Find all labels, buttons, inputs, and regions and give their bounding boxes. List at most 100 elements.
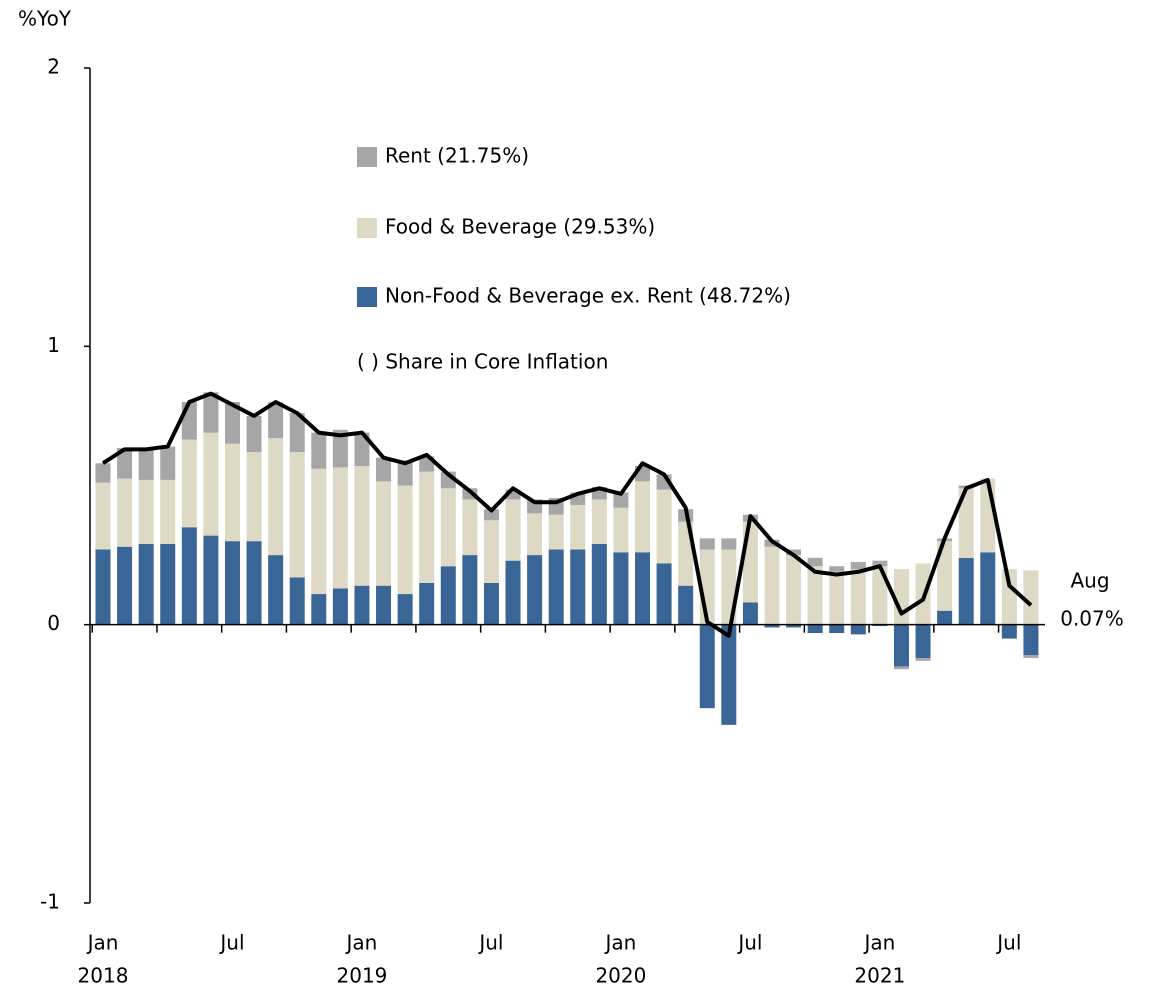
y-tick-label: 1 bbox=[47, 333, 60, 357]
bar-segment bbox=[419, 582, 435, 625]
bar-segment bbox=[893, 624, 909, 667]
bar-segment bbox=[332, 467, 348, 589]
x-tick-label: Jul bbox=[218, 931, 244, 955]
bar-segment bbox=[829, 566, 845, 572]
bar-segment bbox=[268, 402, 284, 439]
bar-segment bbox=[332, 588, 348, 625]
core-inflation-line bbox=[101, 391, 1033, 638]
bar-segment bbox=[117, 478, 133, 547]
x-tick-label: Jul bbox=[995, 931, 1021, 955]
y-tick-label: -1 bbox=[40, 890, 60, 914]
bar-segment bbox=[915, 658, 931, 661]
x-tick-label: Jan bbox=[86, 931, 119, 955]
annotation-value: 0.07% bbox=[1060, 607, 1124, 631]
bar-segment bbox=[117, 546, 133, 625]
bar-segment bbox=[419, 471, 435, 583]
bar-segment bbox=[678, 585, 694, 625]
bar-segment bbox=[786, 555, 802, 625]
bar-segment bbox=[829, 624, 845, 634]
bar-segment bbox=[354, 432, 370, 467]
bar-segment bbox=[246, 541, 262, 625]
bar-segment bbox=[656, 489, 672, 564]
bar-segment bbox=[203, 432, 219, 536]
bar-segment bbox=[224, 402, 240, 444]
bar-segment bbox=[699, 624, 715, 709]
bar-segment bbox=[872, 566, 888, 625]
bar-segment bbox=[850, 624, 866, 635]
x-year-label: 2018 bbox=[78, 964, 129, 988]
bar-segment bbox=[915, 624, 931, 659]
bar-segment bbox=[570, 549, 586, 625]
bar-segment bbox=[721, 624, 737, 725]
bar-segment bbox=[1001, 569, 1017, 625]
x-year-label: 2019 bbox=[337, 964, 388, 988]
bar-segment bbox=[656, 563, 672, 625]
bar-segment bbox=[181, 439, 197, 528]
bar-segment bbox=[483, 509, 499, 521]
bar-segment bbox=[268, 555, 284, 625]
legend-swatch bbox=[357, 147, 377, 167]
bar-segment bbox=[505, 499, 521, 561]
bar-segment bbox=[354, 466, 370, 586]
bar-segment bbox=[246, 452, 262, 542]
bar-segment bbox=[1001, 624, 1017, 639]
bar-segment bbox=[440, 566, 456, 625]
bar-segment bbox=[483, 582, 499, 625]
bar-segment bbox=[181, 402, 197, 440]
legend-swatch bbox=[357, 287, 377, 307]
bar-segment bbox=[289, 577, 305, 625]
bar-segment bbox=[397, 594, 413, 625]
bar-segment bbox=[138, 479, 154, 544]
bar-segment bbox=[937, 541, 953, 611]
x-tick-label: Jul bbox=[736, 931, 762, 955]
bar-segment bbox=[224, 443, 240, 542]
bar-segment bbox=[980, 552, 996, 625]
bar-segment bbox=[138, 449, 154, 480]
bar-segment bbox=[872, 560, 888, 567]
bar-segment bbox=[505, 560, 521, 625]
bar-segment bbox=[786, 549, 802, 556]
bar-segment bbox=[721, 538, 737, 550]
bar-segment bbox=[268, 438, 284, 556]
bar-segment bbox=[548, 549, 564, 625]
bar-segment bbox=[1023, 624, 1039, 656]
bar-segment bbox=[203, 392, 219, 433]
bar-segment bbox=[289, 452, 305, 578]
bar-segment bbox=[807, 557, 823, 567]
bar-segment bbox=[829, 571, 845, 625]
bar-segment bbox=[440, 488, 456, 567]
bar-segment bbox=[246, 415, 262, 453]
bar-segment bbox=[376, 481, 392, 586]
bar-segment bbox=[138, 543, 154, 625]
bar-segment bbox=[742, 521, 758, 603]
bar-segment bbox=[635, 481, 650, 553]
bar-segment bbox=[95, 482, 111, 550]
bar-segment bbox=[764, 546, 780, 625]
bar-segment bbox=[311, 432, 327, 469]
bar-segment bbox=[527, 555, 543, 625]
bar-segment bbox=[699, 538, 715, 550]
bar-segment bbox=[462, 555, 478, 625]
bar-segment bbox=[958, 488, 974, 558]
bar-segment bbox=[354, 585, 370, 625]
y-axis-title: %YoY bbox=[18, 7, 72, 31]
bar-segment bbox=[505, 489, 521, 500]
x-tick-label: Jul bbox=[477, 931, 503, 955]
bar-segment bbox=[850, 562, 866, 569]
bar-segment bbox=[548, 514, 564, 550]
x-year-label: 2021 bbox=[854, 964, 905, 988]
bar-segment bbox=[224, 541, 240, 625]
x-tick-label: Jan bbox=[345, 931, 378, 955]
bar-segment bbox=[203, 535, 219, 625]
bar-segment bbox=[613, 507, 629, 553]
legend-swatch bbox=[357, 218, 377, 238]
note: ( ) Share in Core Inflation bbox=[357, 350, 608, 374]
bar-segment bbox=[807, 624, 823, 634]
x-tick-label: Jan bbox=[603, 931, 636, 955]
bar-segment bbox=[376, 457, 392, 482]
bar-segment bbox=[311, 594, 327, 625]
bar-segment bbox=[893, 666, 909, 670]
legend-label: Rent (21.75%) bbox=[385, 144, 529, 168]
bar-segment bbox=[1023, 655, 1039, 659]
